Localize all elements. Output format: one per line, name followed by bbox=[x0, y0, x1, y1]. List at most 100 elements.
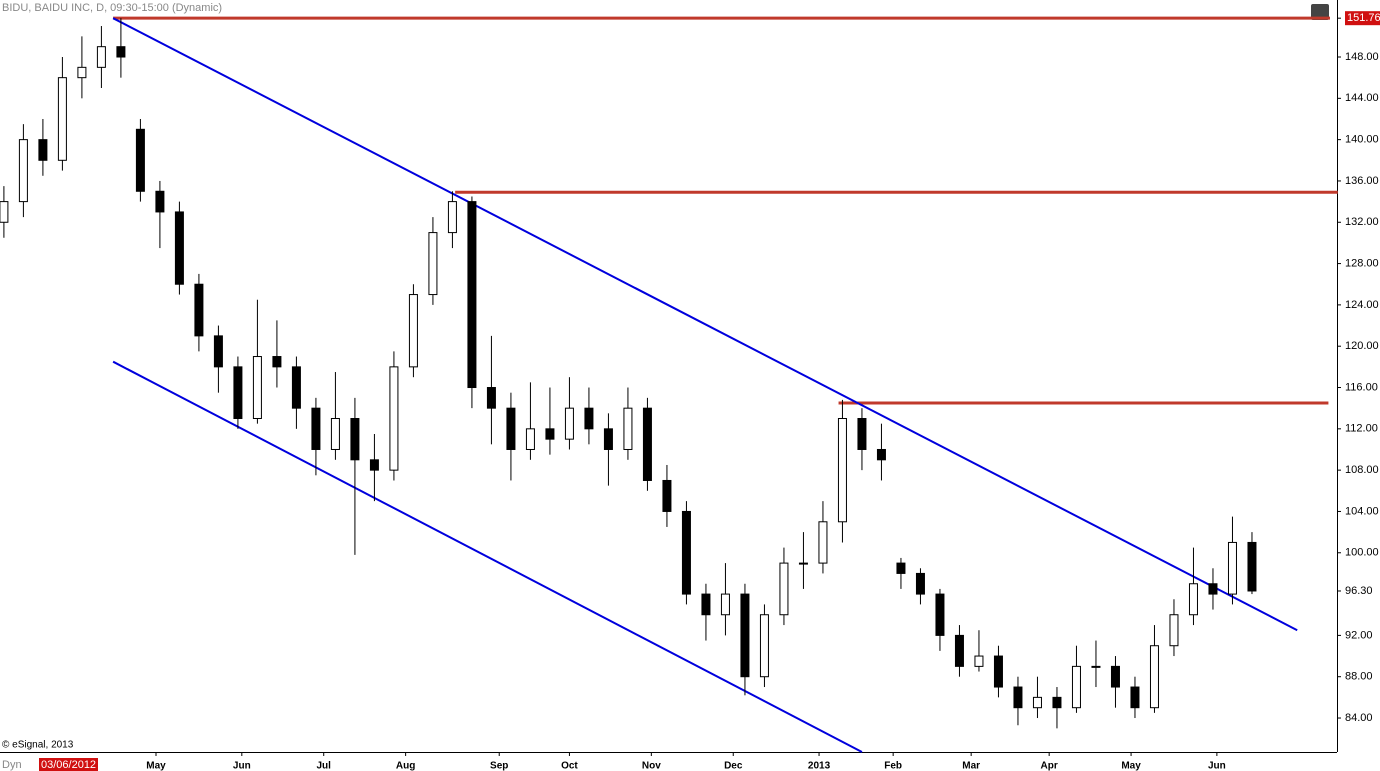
x-tick-label: Jun bbox=[233, 761, 251, 771]
y-tick-label: 88.00 bbox=[1345, 671, 1373, 683]
candle-body bbox=[876, 448, 886, 461]
candle-body bbox=[174, 211, 184, 285]
candle-body bbox=[1032, 696, 1042, 709]
candle-body bbox=[993, 655, 1003, 688]
y-tick-label: 128.00 bbox=[1345, 257, 1379, 269]
candle-body bbox=[311, 407, 321, 450]
candle-body bbox=[96, 46, 106, 68]
candle-body bbox=[681, 510, 691, 595]
candle-body bbox=[38, 139, 48, 161]
candle-body bbox=[1188, 583, 1198, 616]
candle-body bbox=[974, 655, 984, 667]
y-tick-label: 108.00 bbox=[1345, 464, 1379, 476]
candle-body bbox=[662, 479, 672, 512]
candle-body bbox=[1169, 614, 1179, 647]
candle-body bbox=[896, 562, 906, 574]
x-tick-label: May bbox=[1121, 761, 1141, 771]
candle-body bbox=[0, 201, 9, 223]
x-tick-label: Aug bbox=[396, 761, 415, 771]
candle-body bbox=[759, 614, 769, 678]
candle-body bbox=[915, 572, 925, 595]
mode-label: Dyn bbox=[2, 759, 22, 771]
candle-body bbox=[252, 356, 262, 420]
candle-body bbox=[779, 562, 789, 616]
y-tick-label: 100.00 bbox=[1345, 547, 1379, 559]
y-tick-label: 92.00 bbox=[1345, 629, 1373, 641]
candle-body bbox=[330, 418, 340, 450]
candle-body bbox=[623, 407, 633, 450]
candle-body bbox=[389, 366, 399, 471]
y-tick-label: 116.00 bbox=[1345, 381, 1378, 393]
candle-body bbox=[1091, 665, 1101, 668]
candle-body bbox=[350, 418, 360, 461]
x-tick-label: Jul bbox=[316, 761, 331, 771]
candle-body bbox=[135, 128, 145, 192]
y-tick-label: 124.00 bbox=[1345, 299, 1379, 311]
candle-body bbox=[701, 593, 711, 616]
candle-body bbox=[18, 139, 28, 203]
candle-body bbox=[1130, 686, 1140, 709]
candle-body bbox=[408, 294, 418, 368]
y-tick-label: 132.00 bbox=[1345, 216, 1379, 228]
candle-body bbox=[740, 593, 750, 678]
candle-body bbox=[564, 407, 574, 440]
candle-body bbox=[935, 593, 945, 636]
candle-body bbox=[818, 521, 828, 564]
candle-body bbox=[584, 407, 594, 430]
x-tick-label: Oct bbox=[561, 761, 578, 771]
candle-body bbox=[233, 366, 243, 420]
candle-body bbox=[642, 407, 652, 481]
y-tick-label: 151.76 bbox=[1347, 12, 1380, 24]
candle-body bbox=[194, 283, 204, 337]
candle-body bbox=[1013, 686, 1023, 709]
candle-body bbox=[720, 593, 730, 616]
x-tick-label: Mar bbox=[962, 761, 980, 771]
trend-line bbox=[112, 17, 1298, 632]
credit: © eSignal, 2013 bbox=[2, 740, 74, 751]
y-tick-label: 84.00 bbox=[1345, 712, 1373, 724]
candle-body bbox=[603, 428, 613, 450]
y-tick-label: 104.00 bbox=[1345, 505, 1379, 517]
candle-body bbox=[525, 428, 535, 450]
candle-body bbox=[467, 201, 477, 389]
x-tick-label: Dec bbox=[724, 761, 743, 771]
candle-body bbox=[116, 46, 126, 58]
x-tick-label: 2013 bbox=[808, 761, 831, 771]
y-tick-label: 140.00 bbox=[1345, 134, 1379, 146]
candle-body bbox=[428, 232, 438, 296]
candle-body bbox=[57, 77, 67, 161]
candle-body bbox=[447, 201, 457, 234]
candle-body bbox=[291, 366, 301, 409]
x-tick-label: Feb bbox=[884, 761, 902, 771]
y-tick-label: 136.00 bbox=[1345, 175, 1379, 187]
candle-body bbox=[837, 418, 847, 523]
y-tick-label: 144.00 bbox=[1345, 92, 1379, 104]
date-box bbox=[39, 758, 98, 771]
plot-area bbox=[0, 0, 1337, 752]
candle-body bbox=[545, 428, 555, 440]
candle-body bbox=[798, 562, 808, 565]
candle-body bbox=[77, 66, 87, 79]
x-tick-label: May bbox=[146, 761, 166, 771]
candle-body bbox=[1227, 541, 1237, 595]
x-tick-label: Sep bbox=[490, 761, 508, 771]
start-date: 03/06/2012 bbox=[41, 759, 96, 771]
candle-body bbox=[272, 356, 282, 368]
candle-body bbox=[1052, 696, 1062, 709]
x-tick-label: Apr bbox=[1041, 761, 1058, 771]
candle-body bbox=[954, 634, 964, 667]
x-tick-label: Nov bbox=[642, 761, 661, 771]
y-tick-label: 112.00 bbox=[1345, 423, 1378, 435]
restore-button[interactable] bbox=[1311, 4, 1329, 20]
candle-body bbox=[155, 190, 165, 213]
candle-body bbox=[1247, 541, 1257, 592]
candle-body bbox=[486, 387, 496, 409]
candle-body bbox=[1149, 645, 1159, 709]
price-box bbox=[1345, 11, 1380, 26]
y-tick-label: 120.00 bbox=[1345, 340, 1379, 352]
candle-body bbox=[1071, 665, 1081, 709]
x-tick-label: Jun bbox=[1208, 761, 1226, 771]
candle-body bbox=[1208, 583, 1218, 595]
